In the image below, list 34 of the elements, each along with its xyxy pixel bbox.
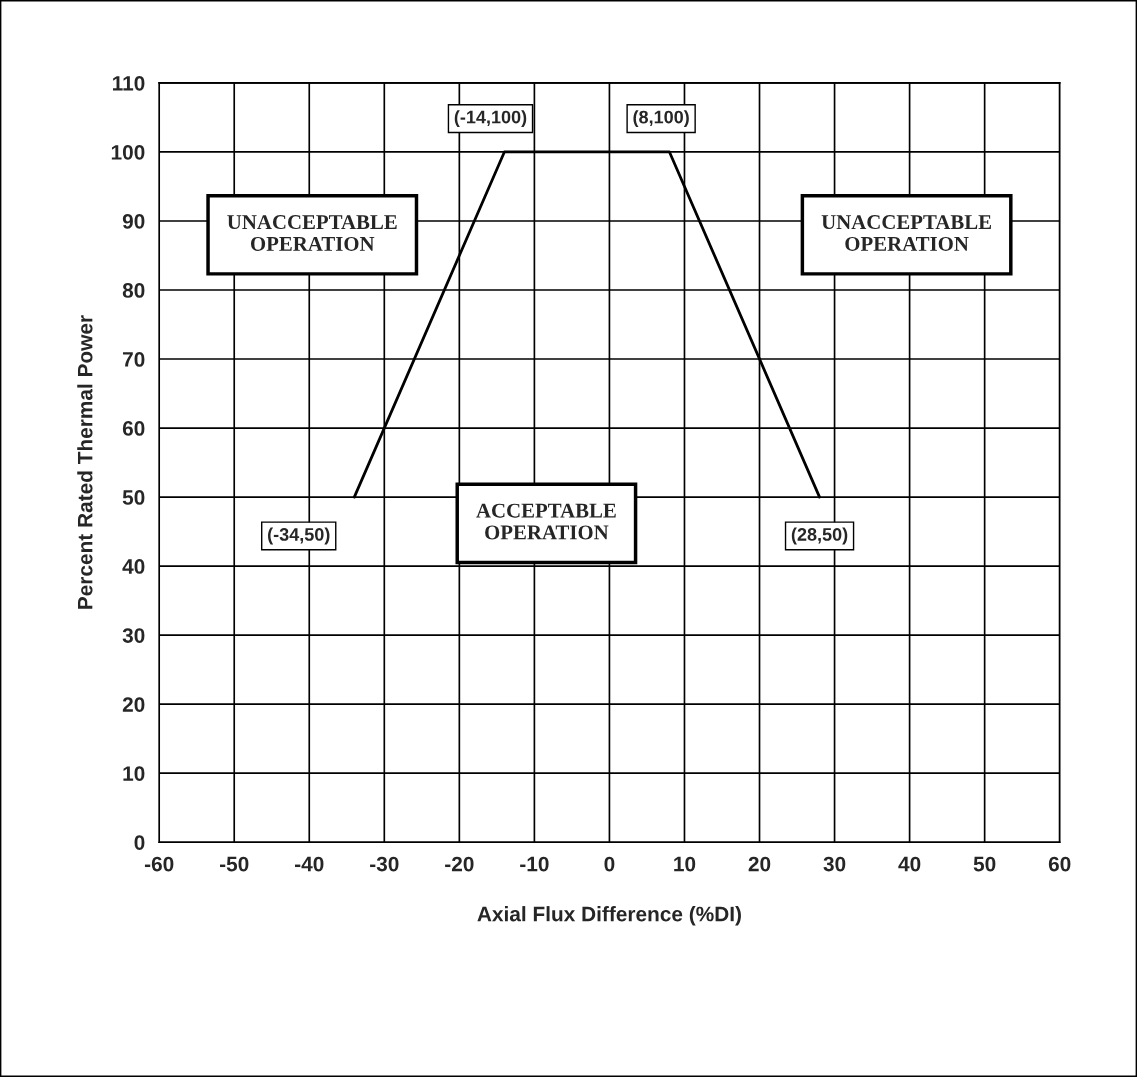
annotation: (-34,50): [268, 527, 330, 545]
y-tick-label: 70: [123, 352, 145, 367]
y-axis-title: Percent Rated Thermal Power: [77, 315, 93, 609]
x-tick-label: 40: [898, 856, 921, 872]
x-tick-label: 10: [674, 856, 696, 872]
y-tick-label: 110: [112, 75, 145, 91]
y-tick-label: 60: [122, 421, 145, 436]
x-tick-label: 0: [604, 856, 615, 872]
annotation: UNACCEPTABLE OPERATION: [227, 215, 397, 251]
x-tick-label: -10: [520, 856, 549, 872]
x-tick-label: 20: [748, 856, 771, 872]
x-tick-label: -50: [219, 856, 249, 872]
y-tick-label: 10: [123, 766, 145, 781]
y-tick-label: 40: [122, 559, 145, 574]
y-tick-label: 80: [122, 283, 145, 298]
y-tick-label: 0: [134, 835, 145, 850]
x-tick-label: 50: [973, 856, 996, 872]
x-tick-label: -30: [370, 856, 399, 872]
annotation: ACCEPTABLE OPERATION: [476, 503, 616, 540]
x-tick-label: -40: [295, 856, 324, 872]
y-tick-label: 30: [122, 628, 145, 643]
x-tick-label: -20: [445, 856, 474, 872]
x-tick-label: -60: [144, 856, 174, 872]
y-tick-label: 50: [122, 490, 145, 505]
annotation: (8,100): [633, 110, 689, 128]
annotation: UNACCEPTABLE OPERATION: [821, 215, 991, 251]
y-tick-label: 90: [122, 213, 145, 229]
y-tick-label: 20: [122, 697, 145, 712]
annotation: (28,50): [791, 527, 848, 545]
annotation: (-14,100): [454, 110, 527, 128]
x-axis-title: Axial Flux Difference (%DI): [477, 906, 741, 926]
y-tick-label: 100: [111, 144, 145, 160]
x-tick-label: 60: [1048, 856, 1071, 872]
x-tick-label: 30: [823, 856, 846, 872]
